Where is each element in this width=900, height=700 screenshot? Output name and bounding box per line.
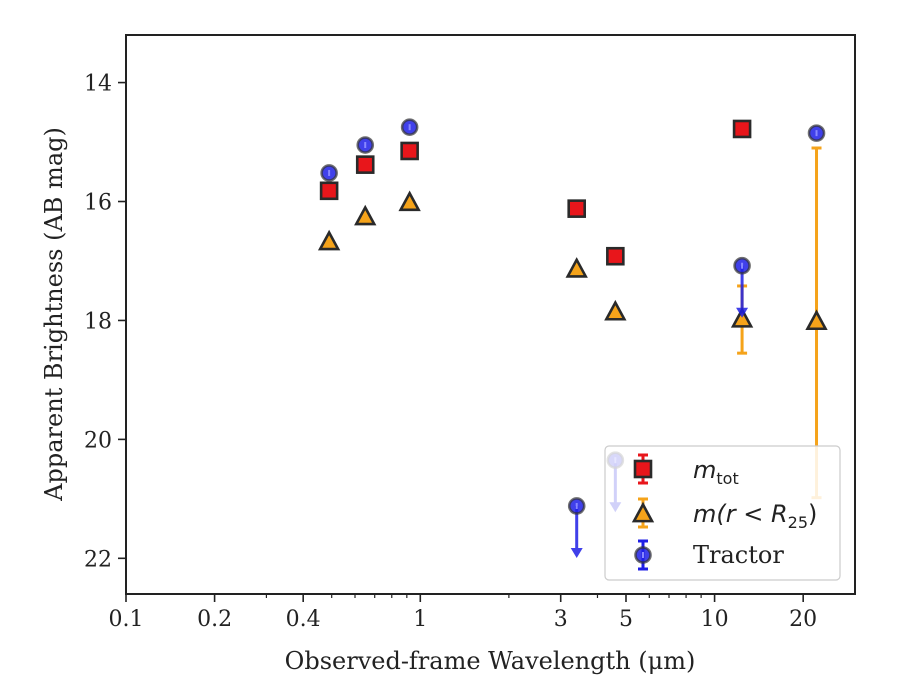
x-tick-label: 3 [554, 607, 568, 632]
m-r-r25--point [354, 204, 377, 226]
x-tick-label: 0.2 [197, 607, 232, 632]
upper-limit-arrow [609, 460, 622, 513]
x-tick-label: 10 [701, 607, 729, 632]
m-tot-point [732, 119, 752, 139]
m-tot-point [400, 141, 419, 161]
circle-marker [606, 451, 625, 469]
legend-markers [631, 453, 655, 571]
m-r-r25--point [805, 309, 828, 331]
y-tick-label: 20 [84, 428, 112, 453]
chart-marks [317, 118, 828, 558]
tractor-faded-point [606, 451, 625, 469]
axis-ticks: 0.1 0.2 0.4 1 3 5 10 20 14 16 18 20 22 [84, 72, 817, 632]
tractor-upper-limit-faded [606, 451, 625, 513]
m-r-r25--point [604, 299, 627, 321]
legend: mtot m(r < R25) Tractor [604, 445, 841, 581]
m-r-r25--point [317, 229, 341, 251]
legend-label-mr25: m(r < R25) [693, 500, 817, 532]
tractor-point [807, 124, 826, 142]
plot-frame [125, 34, 856, 595]
m-r-r25--point [398, 190, 421, 212]
m-tot-point [606, 246, 625, 266]
m-r-r25--point [730, 307, 754, 328]
y-tick-label: 18 [84, 309, 112, 334]
y-tick-label: 22 [84, 547, 112, 572]
x-tick-label: 20 [789, 607, 817, 632]
legend-circle-marker [634, 546, 652, 564]
m-r-r25--point [565, 257, 588, 278]
x-tick-label: 0.1 [109, 607, 144, 632]
tractor-point [356, 136, 375, 154]
x-tick-label: 0.4 [286, 607, 321, 632]
arrow-head [736, 307, 749, 318]
x-axis-label: Observed-frame Wavelength (μm) [285, 647, 696, 675]
m-tot-point [355, 155, 375, 174]
y-tick-label: 14 [84, 72, 112, 97]
y-axis-label: Apparent Brightness (AB mag) [40, 127, 68, 502]
tractor-point [400, 118, 419, 136]
legend-box [604, 445, 841, 581]
x-tick-label: 1 [413, 607, 427, 632]
legend-label-mtot: mtot [693, 456, 739, 488]
m-tot-point [319, 181, 339, 201]
arrow-head [609, 502, 622, 513]
y-tick-label: 16 [84, 191, 112, 216]
tractor-point [567, 497, 586, 515]
m-tot-point [567, 199, 587, 218]
x-tick-label: 5 [619, 607, 633, 632]
legend-triangle-marker [631, 501, 655, 523]
tractor-point [733, 256, 751, 275]
tractor-point [320, 164, 338, 182]
legend-square-marker [633, 459, 653, 479]
legend-label-tractor: Tractor [693, 541, 784, 569]
arrow-head [570, 547, 583, 558]
